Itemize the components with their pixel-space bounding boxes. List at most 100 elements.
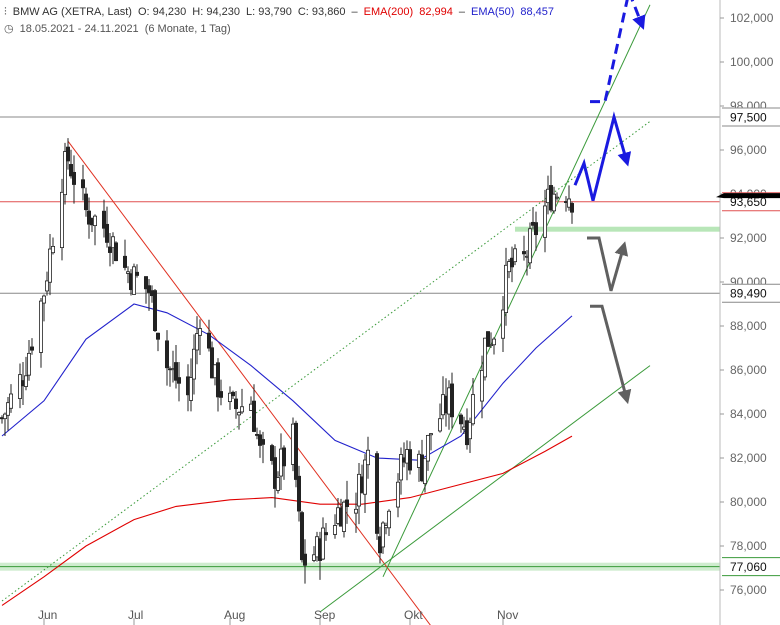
candle [362, 454, 367, 514]
svg-text:97,500: 97,500 [730, 111, 767, 125]
ema200-value: 82,994 [419, 6, 453, 18]
y-tick-label: 82,000 [730, 451, 767, 465]
candle [215, 358, 220, 412]
candle [6, 397, 11, 431]
candle [528, 222, 533, 270]
candle [69, 149, 74, 179]
candle [108, 232, 113, 267]
candle [395, 473, 400, 518]
svg-text:93,650: 93,650 [730, 195, 767, 209]
candle [66, 138, 71, 170]
candle [191, 334, 196, 395]
ema200-line [1, 435, 573, 606]
candle [227, 386, 232, 410]
candle [479, 355, 484, 419]
candle [341, 500, 346, 538]
x-tick-label: Sep [314, 608, 336, 622]
candle [23, 356, 28, 391]
candle [102, 199, 107, 238]
ema200-label: EMA(200) [363, 6, 414, 18]
candle [206, 319, 211, 352]
x-tick-label: Nov [497, 608, 518, 622]
candle [425, 434, 430, 471]
svg-text:77,060: 77,060 [730, 560, 767, 574]
candle [8, 384, 13, 413]
candle [60, 178, 65, 261]
candle [374, 451, 379, 540]
x-tick-label: Okt [404, 608, 423, 622]
candle [428, 433, 433, 451]
candle [209, 341, 214, 379]
candle [302, 539, 307, 584]
candle [293, 420, 298, 488]
candle [353, 492, 358, 533]
candle [323, 522, 328, 541]
candle [39, 298, 44, 368]
support-band [515, 226, 720, 232]
candle [299, 510, 304, 563]
candle [356, 463, 361, 525]
candle [87, 197, 92, 239]
candle [230, 390, 235, 399]
candle [111, 232, 116, 265]
candle [251, 384, 256, 433]
candle [218, 379, 223, 406]
low-value: L: 93,790 [245, 6, 292, 18]
candle [29, 338, 34, 355]
candle [26, 340, 31, 381]
candle [570, 201, 575, 224]
candle [555, 192, 560, 201]
level-tag-2: 89,490 [722, 283, 780, 303]
candle [93, 214, 98, 246]
x-tick-label: Aug [224, 608, 245, 622]
candle [458, 413, 463, 433]
y-axis: 76,000 78,000 80,000 82,000 84,000 86,000 88,0… [719, 0, 774, 625]
candle [344, 480, 349, 524]
ema50-value: 88,457 [520, 6, 555, 18]
level-tag-3: 77,060 [722, 557, 780, 577]
candle [422, 458, 427, 493]
candle [503, 247, 508, 326]
candle [84, 187, 89, 217]
date-range: 18.05.2021 - 24.11.2021 [19, 23, 139, 35]
candle [3, 412, 8, 437]
candle [491, 337, 496, 355]
trendline-green-uptrend-shallow [319, 365, 651, 613]
candle [48, 234, 53, 296]
projection-blue-solid-path [573, 111, 632, 201]
candle [482, 337, 487, 381]
candle [45, 271, 50, 296]
candle [260, 431, 265, 464]
y-tick-label: 84,000 [730, 407, 767, 421]
y-tick-label: 76,000 [730, 583, 767, 597]
candle [239, 388, 244, 415]
candle [296, 465, 301, 522]
svg-text:89,490: 89,490 [730, 287, 767, 301]
candle [155, 332, 160, 352]
y-tick-label: 86,000 [730, 363, 767, 377]
candle [146, 278, 151, 311]
candle [72, 155, 77, 204]
period-label: (6 Monate, 1 Tag) [144, 23, 231, 35]
candle [131, 263, 136, 295]
candle [134, 264, 139, 278]
candle [173, 344, 178, 389]
y-tick-label: 96,000 [730, 143, 767, 157]
candle [63, 142, 68, 205]
y-tick-label: 102,000 [730, 11, 774, 25]
candle [407, 441, 412, 475]
candle [164, 330, 169, 386]
candle [42, 294, 47, 322]
candle [176, 361, 181, 402]
projection-blue-dashed-path [590, 0, 646, 104]
candle [114, 241, 119, 262]
candle [470, 377, 475, 426]
level-tag-0: 97,500 [722, 107, 780, 127]
chart-header: ⫶ BMW AG (XETRA, Last) O: 94,230 H: 94,230 L… [4, 6, 555, 18]
projection-gray-path-down [590, 304, 632, 405]
candle [467, 417, 472, 454]
y-tick-label: 88,000 [730, 319, 767, 333]
candle [269, 443, 274, 465]
